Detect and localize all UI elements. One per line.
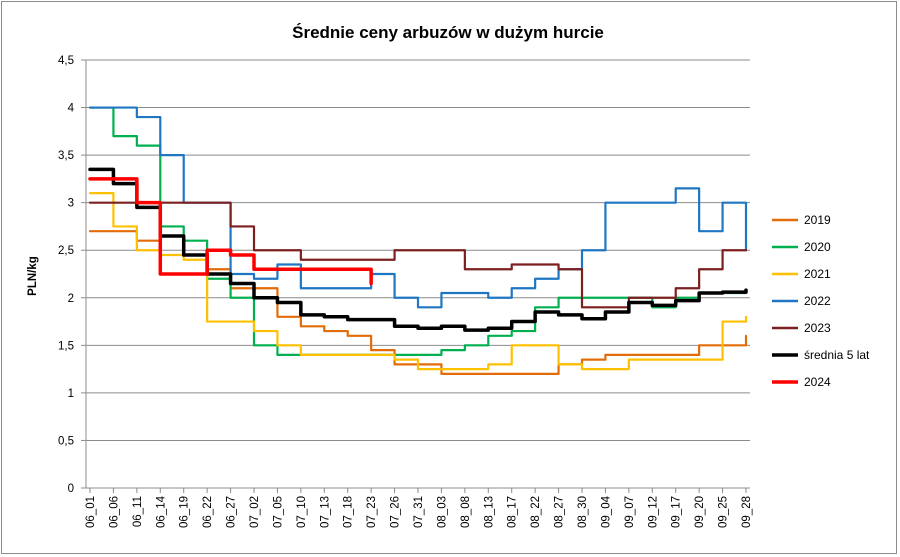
series-line-2024: [88, 177, 373, 286]
x-tick-label: 07_18: [343, 496, 355, 528]
x-tick-label: 07_02: [249, 496, 261, 528]
legend: 2019 2020 2021 2022 2023 średnia 5 lat 2024: [772, 213, 870, 389]
x-tick-label: 07_31: [413, 496, 425, 528]
x-tick-label: 09_07: [624, 496, 636, 528]
series-line-2022: [88, 106, 748, 309]
x-tick-label: 09_25: [718, 496, 730, 528]
y-tick-label: 4,5: [58, 55, 74, 67]
legend-label: średnia 5 lat: [804, 348, 870, 362]
x-tick-label: 08_22: [530, 496, 542, 528]
x-tick-label: 08_27: [554, 496, 566, 528]
y-tick-label: 4: [68, 103, 75, 115]
x-tick-label: 09_28: [741, 496, 753, 528]
legend-label: 2020: [804, 240, 831, 254]
y-tick-label: 0,5: [58, 435, 74, 447]
series-line-2020: [88, 106, 748, 356]
series-lines: [88, 106, 748, 375]
x-tick-label: 09_12: [647, 496, 659, 528]
legend-label: 2023: [804, 321, 831, 335]
x-tick-label: 09_17: [671, 496, 683, 528]
axes: [85, 60, 750, 493]
x-tick-label: 06_27: [226, 496, 238, 528]
x-tick-label: 09_20: [694, 496, 706, 528]
x-tick-label: 06_01: [85, 496, 97, 528]
x-tick-label: 06_19: [179, 496, 191, 528]
x-tick-label: 08_08: [460, 496, 472, 528]
y-tick-label: 2,5: [58, 245, 74, 257]
y-tick-label: 1: [68, 388, 74, 400]
series-line-2021: [88, 192, 748, 371]
x-tick-label: 08_13: [483, 496, 495, 528]
y-axis-label: PLN/kg: [27, 256, 39, 296]
x-tick-label: 08_30: [577, 496, 589, 528]
y-tick-label: 1,5: [58, 340, 74, 352]
x-tick-label: 09_04: [600, 495, 612, 528]
chart-title: Średnie ceny arbuzów w dużym hurcie: [292, 23, 604, 42]
legend-label: 2021: [804, 267, 831, 281]
y-tick-label: 3,5: [58, 150, 74, 162]
y-tick-label: 2: [68, 293, 74, 305]
x-tick-label: 07_26: [390, 496, 402, 528]
y-tick-label: 0: [68, 483, 74, 495]
legend-label: 2019: [804, 213, 831, 227]
legend-label: 2024: [804, 375, 831, 389]
x-tick-label: 06_14: [155, 495, 167, 528]
x-tick-label: 07_05: [272, 496, 284, 528]
legend-label: 2022: [804, 294, 831, 308]
y-axis-ticks: 0 0,5 1 1,5 2 2,5 3 3,5 4 4,5: [58, 55, 75, 495]
x-tick-label: 06_11: [132, 496, 144, 527]
x-tick-label: 06_22: [202, 496, 214, 528]
series-line-2023: [88, 201, 748, 309]
x-tick-label: 08_03: [436, 496, 448, 528]
x-tick-label: 07_23: [366, 496, 378, 528]
x-tick-label: 07_10: [296, 496, 308, 528]
x-axis-ticks: 06_01 06_06 06_11 06_14 06_19 06_22 06_27 07_02…: [85, 495, 753, 528]
x-tick-label: 08_17: [507, 496, 519, 528]
y-tick-label: 3: [68, 198, 74, 210]
x-tick-label: 06_06: [108, 496, 120, 528]
x-tick-label: 07_13: [319, 496, 331, 528]
